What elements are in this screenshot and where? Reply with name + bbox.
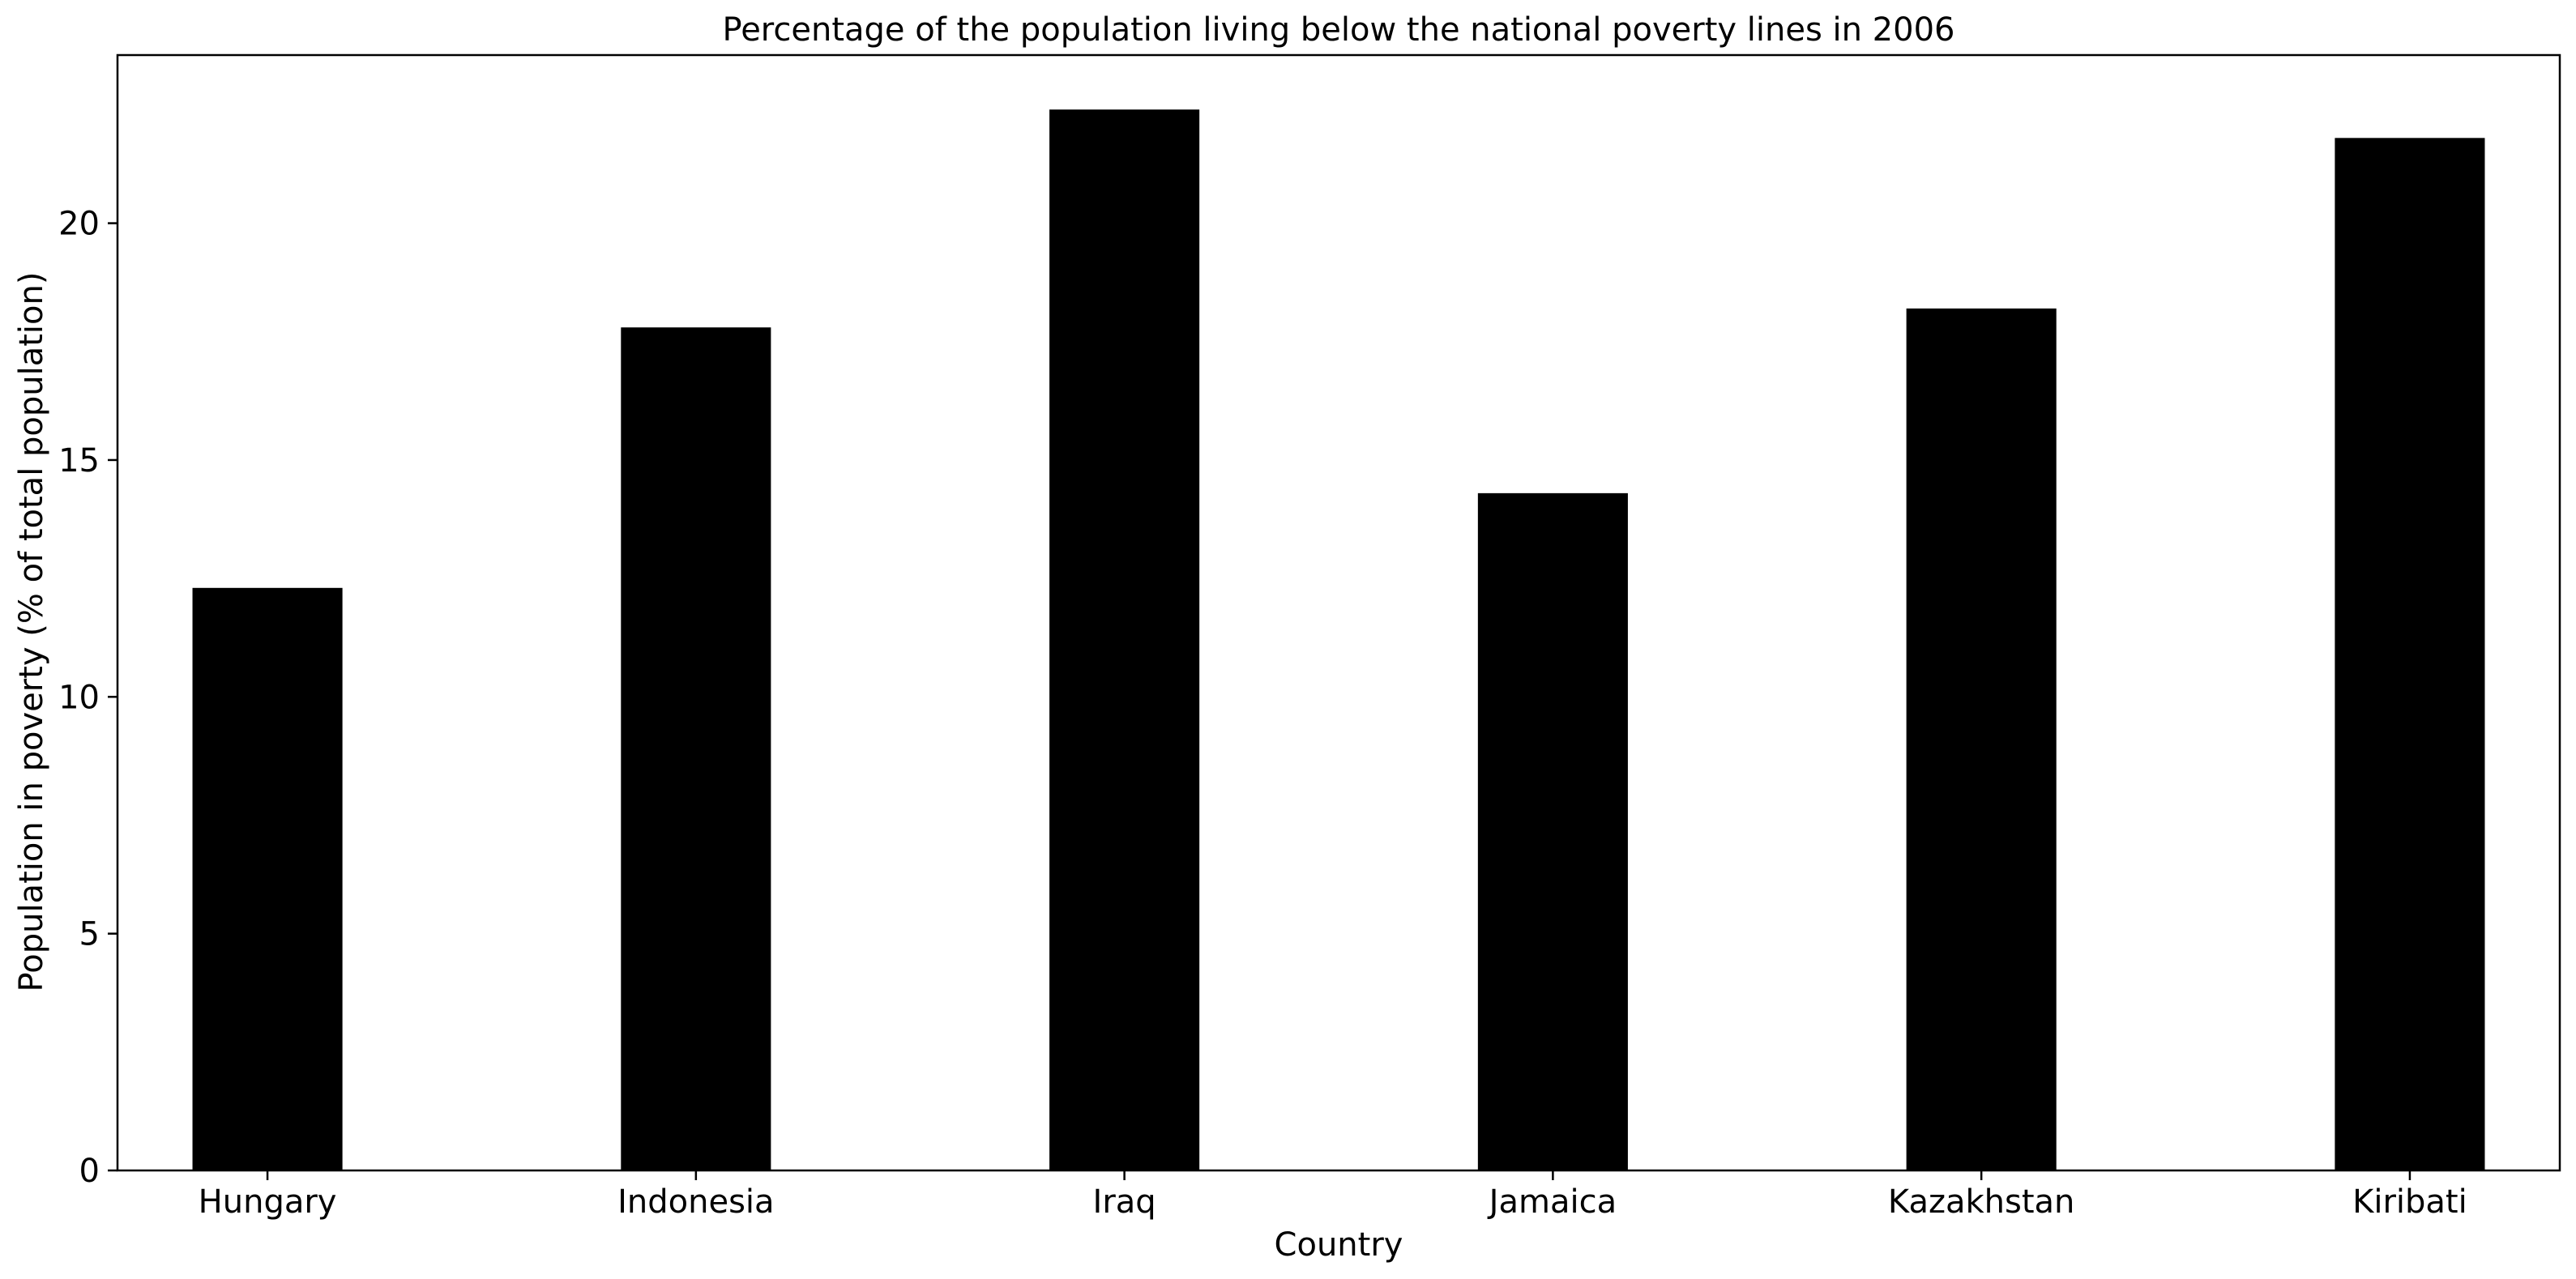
y-tick-label: 15 (58, 442, 100, 480)
y-tick-label: 20 (58, 206, 100, 243)
bar-kazakhstan (1906, 308, 2057, 1170)
x-axis: Hungary Indonesia Iraq Jamaica Kazakhstan Kir… (199, 1170, 2467, 1221)
x-tick-label: Indonesia (617, 1183, 774, 1221)
x-tick-label: Kazakhstan (1888, 1183, 2074, 1221)
x-tick-label: Kiribati (2352, 1183, 2467, 1221)
chart-title: Percentage of the population living belo… (723, 11, 1955, 49)
bar-kiribati (2335, 138, 2485, 1171)
x-tick-label: Jamaica (1487, 1183, 1617, 1221)
bar-hungary (192, 587, 343, 1170)
x-tick-label: Hungary (199, 1183, 337, 1221)
bar-jamaica (1477, 492, 1628, 1170)
y-axis-label: Population in poverty (% of total popula… (13, 272, 50, 992)
y-tick-label: 0 (79, 1153, 100, 1190)
bar-iraq (1049, 109, 1200, 1170)
plot-frame (116, 53, 2561, 1172)
y-tick-label: 10 (58, 679, 100, 716)
y-tick-label: 5 (79, 916, 100, 953)
x-axis-label: Country (1275, 1226, 1403, 1264)
y-axis: 0 5 10 15 20 (58, 206, 117, 1190)
bar-indonesia (621, 327, 771, 1170)
x-tick-label: Iraq (1093, 1183, 1156, 1221)
bars-group (192, 109, 2485, 1171)
